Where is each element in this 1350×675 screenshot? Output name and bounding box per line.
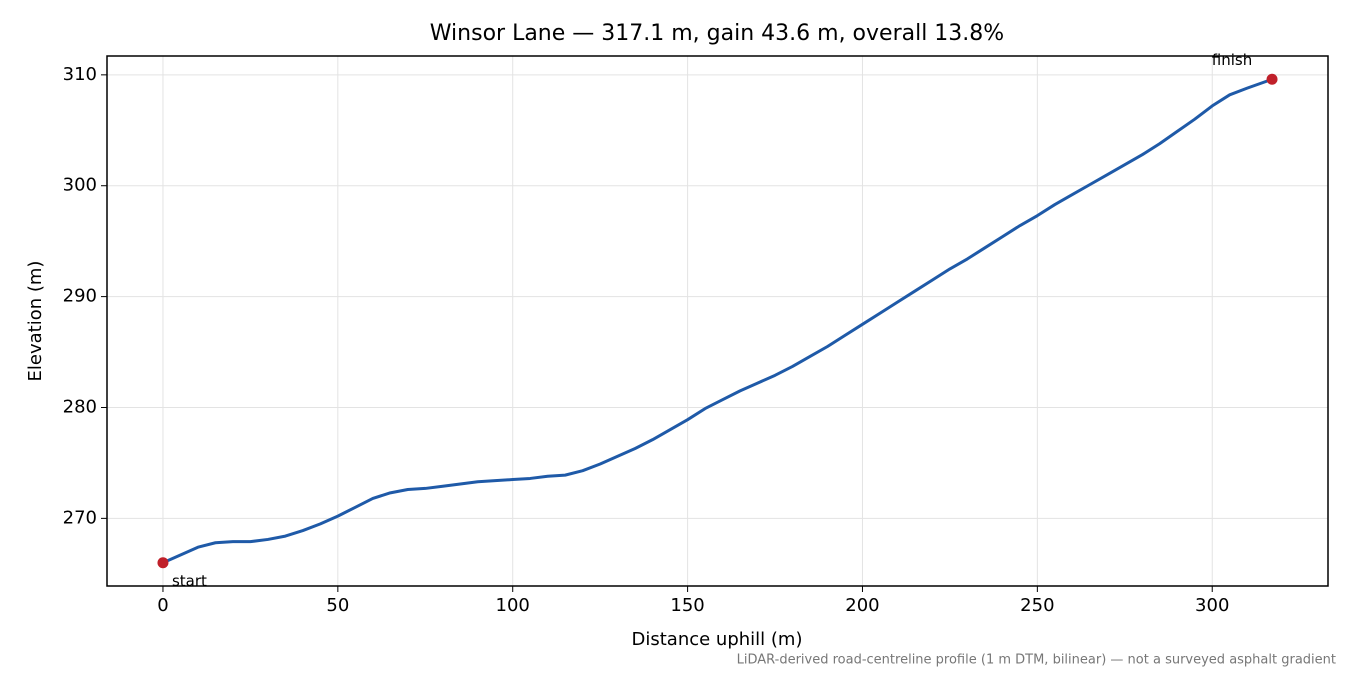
x-tick-label: 50 [326, 595, 349, 616]
y-axis-label: Elevation (m) [25, 261, 46, 382]
endpoint-label: finish [1212, 51, 1252, 69]
x-tick-label: 250 [1020, 595, 1054, 616]
elevation-line [162, 77, 1273, 565]
x-tick-label: 200 [845, 595, 879, 616]
y-tick-label: 290 [63, 286, 97, 307]
x-axis-label: Distance uphill (m) [632, 629, 803, 650]
y-tick-label: 280 [63, 396, 97, 417]
footnote: LiDAR-derived road-centreline profile (1… [737, 653, 1336, 668]
x-tick-label: 100 [496, 595, 530, 616]
x-tick-label: 0 [157, 595, 168, 616]
endpoint-marker [157, 557, 169, 569]
endpoint-label: start [172, 572, 207, 590]
chart-title: Winsor Lane — 317.1 m, gain 43.6 m, over… [430, 21, 1004, 46]
y-tick-label: 310 [63, 64, 97, 85]
endpoint-marker [1266, 73, 1278, 85]
plot-frame [106, 55, 1329, 587]
x-tick-label: 150 [670, 595, 704, 616]
x-tick-label: 300 [1195, 595, 1229, 616]
y-tick-label: 300 [63, 175, 97, 196]
y-tick-label: 270 [63, 507, 97, 528]
